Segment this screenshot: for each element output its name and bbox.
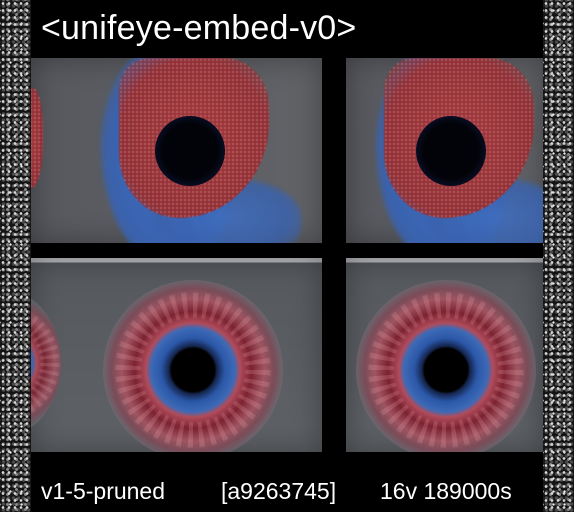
glitter-border-left [0, 0, 31, 512]
model-label: v1-5-pruned [41, 478, 166, 504]
page-title: <unifeye-embed-v0> [41, 9, 357, 47]
stats-label: 16v 189000s [380, 478, 512, 504]
footer-bar: v1-5-pruned [a9263745] 16v 189000s [31, 470, 543, 512]
scan-panel-top-left [31, 58, 322, 243]
scan-panel-bottom-right [346, 258, 543, 452]
scan-panel-top-right [346, 58, 543, 243]
scan-panel-bottom-left [31, 258, 322, 452]
image-frame: <unifeye-embed-v0> v1-5-pruned [a9263745… [31, 0, 543, 512]
header-bar: <unifeye-embed-v0> [31, 0, 543, 58]
hash-label: [a9263745] [221, 478, 337, 504]
glitter-border-right [543, 0, 574, 512]
